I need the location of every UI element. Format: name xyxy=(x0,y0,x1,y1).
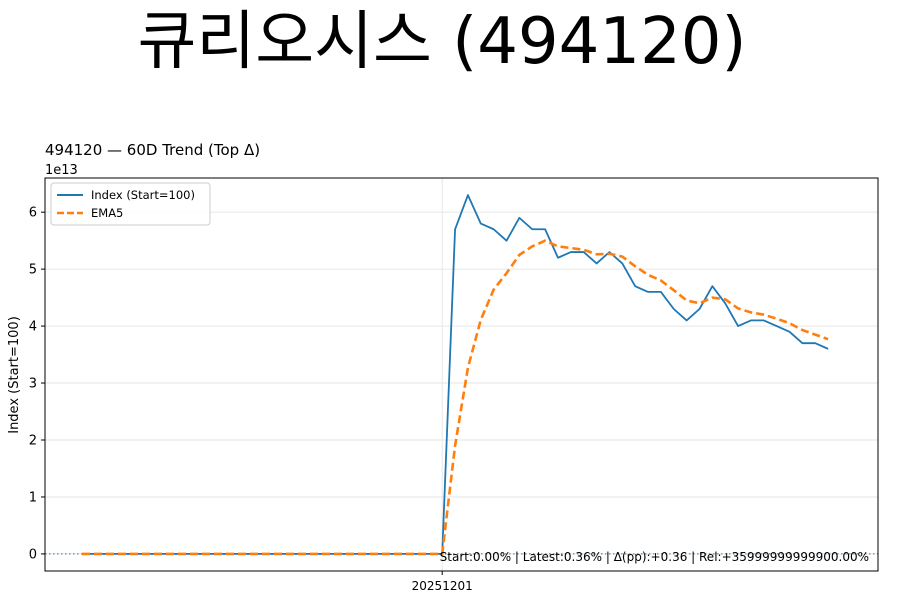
chart-title: 494120 — 60D Trend (Top Δ) xyxy=(45,141,260,159)
plot-frame xyxy=(44,177,879,572)
x-axis-ticks: 20251201 xyxy=(412,571,473,593)
y-multiplier-label: 1e13 xyxy=(45,163,78,178)
y-tick-label: 1 xyxy=(29,490,37,505)
y-tick-label: 6 xyxy=(29,206,37,221)
series-line-ema5 xyxy=(82,239,829,556)
x-tick-label: 20251201 xyxy=(412,579,473,593)
legend-box xyxy=(50,182,211,226)
legend-label-index: Index (Start=100) xyxy=(91,188,195,202)
legend-label-ema: EMA5 xyxy=(91,206,123,220)
stats-annotation: Start:0.00% | Latest:0.36% | Δ(pp):+0.36… xyxy=(440,550,869,564)
grid-layer xyxy=(45,178,878,571)
page-title: 큐리오시스 (494120) xyxy=(137,5,747,79)
y-tick-label: 0 xyxy=(29,547,37,562)
y-tick-label: 3 xyxy=(29,377,37,392)
y-tick-label: 2 xyxy=(29,434,37,449)
series-layer xyxy=(82,194,829,556)
y-axis-label: Index (Start=100) xyxy=(7,316,22,434)
series-line-index xyxy=(82,194,829,555)
y-axis-ticks: 0 1 2 3 4 5 6 xyxy=(29,206,45,562)
y-tick-label: 5 xyxy=(29,263,37,278)
legend: Index (Start=100) EMA5 xyxy=(50,182,211,226)
y-tick-label: 4 xyxy=(29,320,37,335)
